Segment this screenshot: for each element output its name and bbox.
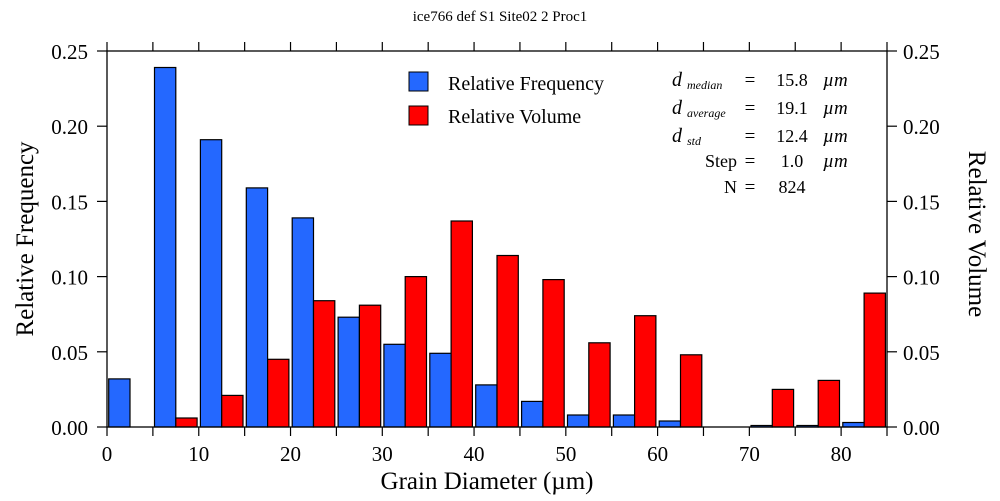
y-tick-label-right-0.20: 0.20 bbox=[903, 115, 940, 139]
y-tick-label-left-0.20: 0.20 bbox=[51, 115, 88, 139]
bar-volume-5 bbox=[175, 417, 198, 428]
bars-group bbox=[108, 66, 886, 428]
x-tick-label-10: 10 bbox=[188, 442, 209, 466]
bar-frequency-10 bbox=[199, 139, 223, 428]
stat-step-value: 1.0 bbox=[781, 151, 804, 171]
stat-n-equals: = bbox=[745, 177, 756, 198]
stat-median-value: 15.8 bbox=[776, 70, 808, 90]
y-tick-label-right-0.05: 0.05 bbox=[903, 341, 940, 365]
stat-median-symbol: d median bbox=[672, 69, 722, 92]
bar-volume-55 bbox=[633, 315, 657, 428]
stat-n-label: N bbox=[724, 177, 737, 197]
y-tick-label-left-0.25: 0.25 bbox=[51, 40, 88, 64]
y-tick-label-left-0.05: 0.05 bbox=[51, 341, 88, 365]
x-tick-label-70: 70 bbox=[739, 442, 760, 466]
bar-volume-30 bbox=[404, 276, 428, 428]
x-tick-label-40: 40 bbox=[464, 442, 485, 466]
bar-volume-70 bbox=[771, 388, 795, 428]
y-tick-label-right-0.10: 0.10 bbox=[903, 266, 940, 290]
stats-annotation: d median = 15.8 µm d average = 19.1 µm d st… bbox=[672, 69, 848, 198]
chart-title: ice766 def S1 Site02 2 Proc1 bbox=[413, 9, 588, 25]
y-tick-label-right-0.25: 0.25 bbox=[903, 40, 940, 64]
legend-label-frequency: Relative Frequency bbox=[448, 73, 604, 95]
bar-volume-60 bbox=[679, 354, 703, 428]
y2-axis-label: Relative Volume bbox=[963, 151, 990, 317]
legend-swatch-frequency bbox=[408, 71, 429, 92]
bar-frequency-45 bbox=[520, 400, 544, 428]
stat-std-value: 12.4 bbox=[776, 126, 808, 146]
y-tick-label-left-0.10: 0.10 bbox=[51, 266, 88, 290]
bar-volume-45 bbox=[542, 279, 565, 428]
stat-std-unit: µm bbox=[823, 126, 848, 147]
bar-frequency-40 bbox=[475, 384, 498, 428]
legend-swatch-volume bbox=[408, 105, 429, 126]
bar-volume-50 bbox=[588, 342, 611, 428]
x-tick-label-20: 20 bbox=[280, 442, 301, 466]
bar-frequency-15 bbox=[245, 187, 269, 428]
bar-frequency-5 bbox=[153, 66, 177, 428]
stat-step-unit: µm bbox=[823, 151, 848, 172]
bar-frequency-50 bbox=[566, 414, 590, 428]
plot-frame bbox=[106, 50, 888, 428]
x-tick-label-50: 50 bbox=[555, 442, 576, 466]
stat-step-label: Step bbox=[705, 151, 737, 171]
stat-n-value: 824 bbox=[779, 177, 806, 197]
bar-frequency-20 bbox=[291, 217, 315, 428]
x-tick-label-30: 30 bbox=[372, 442, 393, 466]
bar-volume-80 bbox=[863, 292, 886, 428]
bar-frequency-0 bbox=[108, 378, 131, 428]
stat-average-symbol: d average bbox=[672, 97, 726, 120]
bar-frequency-60 bbox=[658, 420, 682, 428]
bar-volume-35 bbox=[450, 220, 474, 428]
bar-volume-25 bbox=[358, 304, 382, 428]
stat-average-unit: µm bbox=[823, 98, 848, 119]
stat-average-value: 19.1 bbox=[776, 98, 808, 118]
y-tick-label-right-0.15: 0.15 bbox=[903, 190, 940, 214]
stat-std-equals: = bbox=[745, 126, 756, 147]
bar-frequency-55 bbox=[612, 414, 636, 428]
ticks-group: 0 10 20 30 40 50 60 70 80 0.00 0.00 0.05 0.05 0.10 0.1… bbox=[51, 40, 940, 466]
y-tick-label-left-0.15: 0.15 bbox=[51, 190, 88, 214]
bar-frequency-80 bbox=[842, 421, 865, 428]
bar-volume-75 bbox=[817, 379, 841, 428]
stat-step-equals: = bbox=[745, 151, 756, 172]
bar-volume-10 bbox=[221, 394, 244, 428]
bar-frequency-35 bbox=[429, 352, 452, 428]
y-tick-label-right-0.00: 0.00 bbox=[903, 416, 940, 440]
x-axis-label: Grain Diameter (µm) bbox=[381, 468, 594, 495]
x-tick-label-80: 80 bbox=[831, 442, 852, 466]
bar-frequency-30 bbox=[383, 343, 406, 428]
legend-label-volume: Relative Volume bbox=[448, 106, 581, 128]
y-axis-label: Relative Frequency bbox=[12, 141, 39, 337]
bar-volume-20 bbox=[312, 300, 336, 428]
x-tick-label-60: 60 bbox=[647, 442, 668, 466]
stat-std-symbol: d std bbox=[672, 125, 702, 148]
y-tick-label-left-0.00: 0.00 bbox=[51, 416, 88, 440]
bar-volume-15 bbox=[267, 358, 290, 428]
bar-volume-40 bbox=[496, 254, 519, 428]
x-tick-label-0: 0 bbox=[102, 442, 113, 466]
stat-median-equals: = bbox=[745, 70, 756, 91]
stat-median-unit: µm bbox=[823, 70, 848, 91]
stat-average-equals: = bbox=[745, 98, 756, 119]
bar-frequency-25 bbox=[337, 316, 361, 428]
legend: Relative Frequency Relative Volume bbox=[408, 71, 604, 128]
